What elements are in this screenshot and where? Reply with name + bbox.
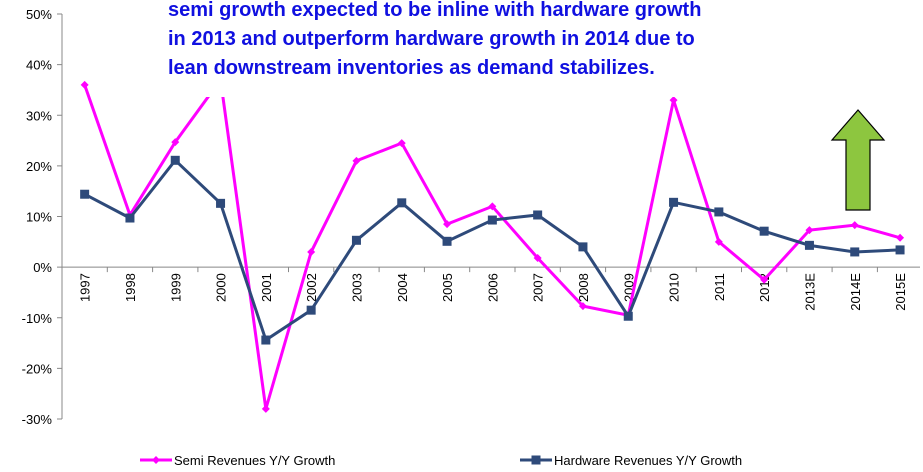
annotation: in 2013 and outperform hardware growth i… [168, 28, 695, 50]
x-tick-label: 2006 [485, 273, 500, 302]
marker [488, 202, 497, 211]
marker [80, 80, 89, 89]
marker [669, 197, 679, 207]
y-tick-label: 0% [33, 260, 52, 275]
x-tick-label: 2003 [349, 273, 364, 302]
marker [805, 226, 814, 235]
up-arrow [830, 109, 886, 211]
x-tick-label: 2002 [304, 273, 319, 302]
marker [714, 237, 723, 246]
x-tick-label: 2004 [395, 273, 410, 302]
annotation-box [155, 0, 923, 97]
x-tick-label: 1998 [123, 273, 138, 302]
marker [533, 254, 542, 263]
y-tick-label: -30% [22, 412, 53, 427]
marker [442, 236, 452, 246]
x-tick-label: 2015E [893, 273, 908, 311]
marker [125, 213, 135, 223]
marker [578, 302, 587, 311]
marker [171, 138, 180, 147]
marker [352, 156, 361, 165]
x-tick-label: 2014E [848, 273, 863, 311]
marker [533, 210, 543, 220]
marker [261, 404, 270, 413]
x-tick-label: 2007 [531, 273, 546, 302]
legend-label: Semi Revenues Y/Y Growth [174, 453, 335, 468]
marker [850, 247, 860, 257]
marker [487, 215, 497, 225]
annotation: semi growth expected to be inline with h… [168, 0, 701, 21]
marker [760, 275, 769, 284]
x-tick-label: 2010 [667, 273, 682, 302]
x-tick-label: 2001 [259, 273, 274, 302]
x-tick-label: 2011 [712, 273, 727, 301]
marker [896, 233, 905, 242]
marker [759, 226, 769, 236]
x-tick-label: 1999 [168, 273, 183, 302]
marker [895, 245, 905, 255]
marker [170, 155, 180, 165]
marker [397, 198, 407, 208]
marker [578, 242, 588, 252]
y-tick-label: 10% [26, 210, 52, 225]
marker [850, 221, 859, 230]
series-line [83, 75, 901, 410]
x-tick-label: 2000 [214, 273, 229, 302]
legend-marker [152, 456, 160, 464]
x-tick-label: 2008 [576, 273, 591, 302]
y-tick-label: 40% [26, 58, 52, 73]
y-tick-label: 30% [26, 108, 52, 123]
y-tick-label: 20% [26, 159, 52, 174]
legend-marker [531, 455, 541, 465]
y-tick-label: -10% [22, 311, 53, 326]
marker [261, 335, 271, 345]
y-tick-label: -20% [22, 361, 53, 376]
marker [216, 198, 226, 208]
marker [669, 96, 678, 105]
marker [80, 189, 90, 199]
x-tick-label: 2013E [802, 273, 817, 311]
legend-label: Hardware Revenues Y/Y Growth [554, 453, 742, 468]
x-tick-label: 2005 [440, 273, 455, 302]
marker [307, 247, 316, 256]
marker [804, 240, 814, 250]
x-tick-label: 1997 [78, 273, 93, 302]
marker [351, 235, 361, 245]
series-line [83, 158, 901, 343]
marker [306, 305, 316, 315]
marker [397, 139, 406, 148]
y-tick-label: 50% [26, 7, 52, 22]
marker [443, 220, 452, 229]
marker [714, 207, 724, 217]
annotation: lean downstream inventories as demand st… [168, 57, 655, 79]
marker [623, 311, 633, 321]
